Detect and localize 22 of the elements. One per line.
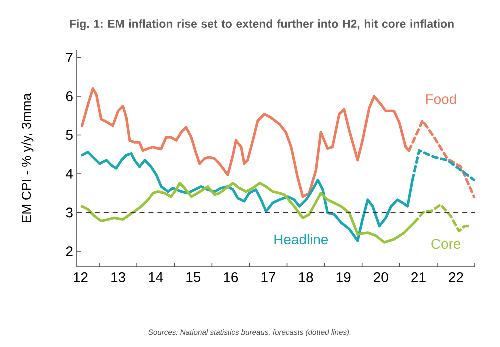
y-axis-title: EM CPI - % y/y, 3mma	[22, 94, 34, 222]
series-label: Core	[432, 239, 461, 250]
x-tick-label: 16	[224, 272, 238, 282]
y-tick-label: 3	[66, 208, 73, 218]
x-tick-label: 22	[449, 272, 464, 282]
chart-title: Fig. 1: EM inflation rise set to extend further into H2, hit core inflation	[70, 20, 454, 30]
y-tick-label: 4	[66, 169, 74, 179]
x-tick-label: 12	[74, 272, 88, 282]
x-tick-label: 14	[149, 272, 164, 282]
x-tick-label: 18	[299, 272, 314, 282]
series-label: Headline	[274, 234, 328, 245]
y-tick-label: 6	[66, 92, 73, 102]
x-tick-label: 15	[186, 272, 201, 282]
x-tick-label: 13	[112, 272, 126, 282]
x-tick-label: 20	[374, 272, 388, 282]
y-tick-label: 5	[66, 130, 73, 140]
x-tick-label: 19	[336, 272, 351, 282]
y-tick-label: 2	[66, 246, 73, 256]
x-tick-label: 21	[412, 272, 426, 282]
text: Food	[426, 94, 456, 104]
y-tick-label: 7	[66, 52, 73, 63]
x-tick-label: 17	[262, 272, 276, 282]
